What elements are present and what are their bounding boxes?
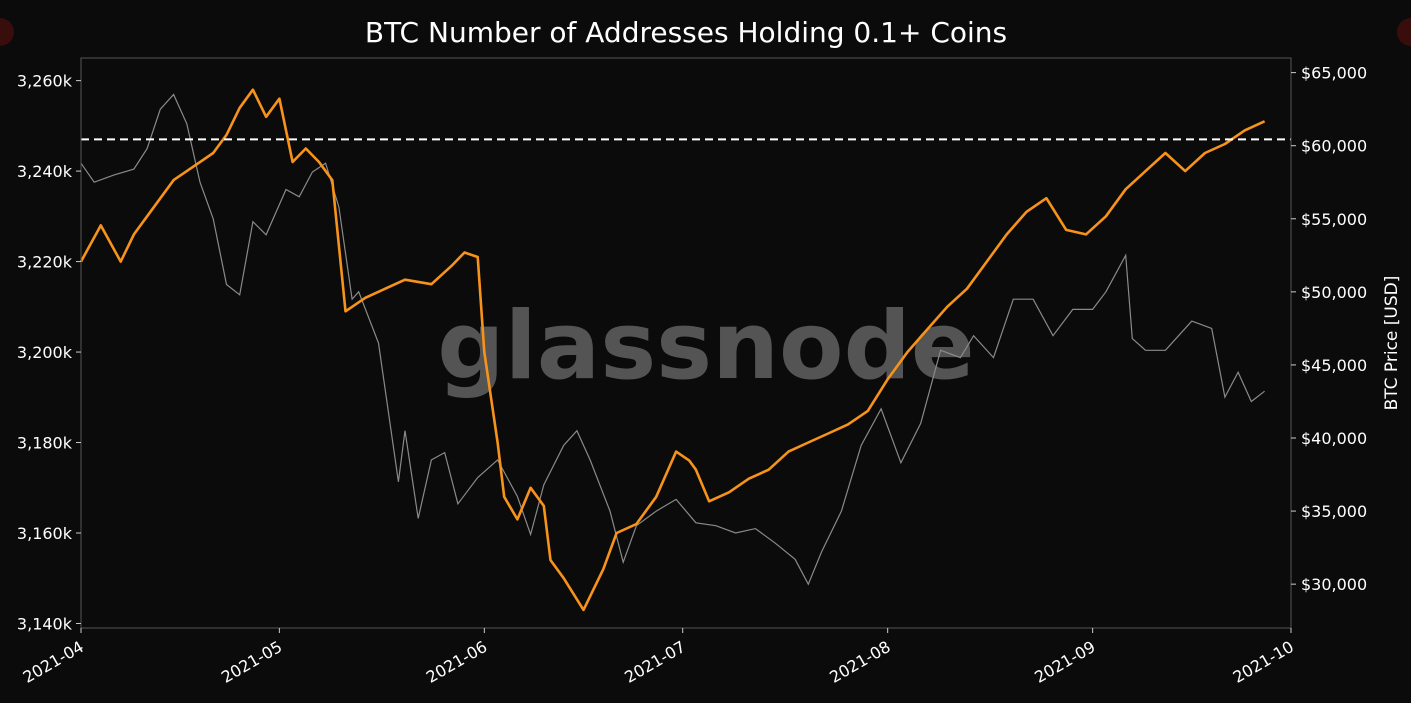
x-tick-label: 2021-05 <box>218 637 285 687</box>
chart-title: BTC Number of Addresses Holding 0.1+ Coi… <box>365 16 1007 49</box>
y-tick-label-right: $45,000 <box>1301 356 1367 375</box>
y-tick-label-left: 3,240k <box>17 162 73 181</box>
x-tick-label: 2021-04 <box>20 637 87 687</box>
x-tick-label: 2021-10 <box>1230 637 1297 687</box>
y-tick-label-right: $50,000 <box>1301 283 1367 302</box>
y-tick-label-left: 3,160k <box>17 524 73 543</box>
y-tick-label-right: $40,000 <box>1301 429 1367 448</box>
y-tick-label-left: 3,180k <box>17 434 73 453</box>
corner-marker-left <box>0 18 14 46</box>
x-tick-label: 2021-06 <box>423 637 490 687</box>
y-tick-label-right: $35,000 <box>1301 502 1367 521</box>
y-axis-label-right: BTC Price [USD] <box>1382 276 1402 411</box>
plot-frame <box>80 57 1292 629</box>
watermark: glassnode <box>437 292 974 401</box>
x-tick-label: 2021-08 <box>826 637 893 687</box>
y-tick-label-left: 3,220k <box>17 253 73 272</box>
corner-marker-right <box>1397 18 1411 46</box>
series-line-btc-price <box>80 93 1265 586</box>
y-tick-label-left: 3,200k <box>17 343 73 362</box>
y-tick-label-right: $65,000 <box>1301 64 1367 83</box>
x-tick-label: 2021-09 <box>1031 637 1098 687</box>
y-tick-label-right: $30,000 <box>1301 575 1367 594</box>
y-tick-label-right: $55,000 <box>1301 210 1367 229</box>
x-tick-label: 2021-07 <box>621 637 688 687</box>
series-line-addresses <box>79 88 1266 612</box>
y-tick-label-left: 3,260k <box>17 72 73 91</box>
y-tick-label-right: $60,000 <box>1301 137 1367 156</box>
y-tick-label-left: 3,140k <box>17 614 73 633</box>
plot-area <box>79 88 1291 612</box>
